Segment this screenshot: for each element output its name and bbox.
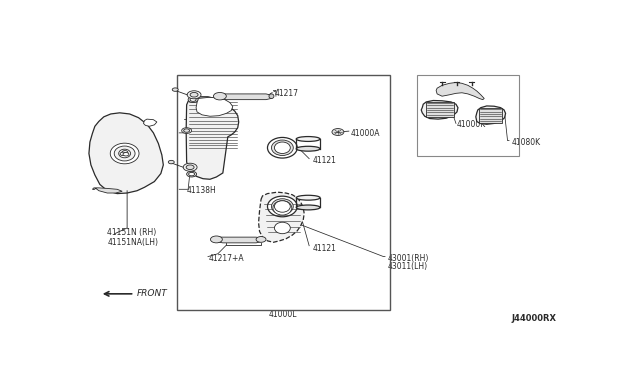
Bar — [177, 75, 390, 310]
Circle shape — [184, 129, 189, 132]
Ellipse shape — [259, 237, 264, 242]
Circle shape — [186, 165, 194, 170]
Polygon shape — [479, 108, 502, 122]
Ellipse shape — [296, 195, 320, 200]
Ellipse shape — [118, 149, 131, 158]
Polygon shape — [426, 102, 454, 117]
Bar — [417, 75, 519, 156]
Polygon shape — [259, 192, 304, 242]
Circle shape — [332, 129, 344, 135]
Text: 41217+A: 41217+A — [209, 254, 244, 263]
Text: 41121: 41121 — [312, 244, 336, 253]
Ellipse shape — [269, 94, 274, 99]
Ellipse shape — [296, 146, 320, 151]
Circle shape — [190, 98, 196, 101]
Ellipse shape — [296, 205, 320, 210]
Polygon shape — [436, 83, 484, 100]
Polygon shape — [92, 188, 122, 193]
Text: 41151N (RH): 41151N (RH) — [108, 228, 157, 237]
Circle shape — [182, 128, 191, 134]
Circle shape — [190, 93, 198, 97]
Ellipse shape — [271, 199, 293, 214]
Polygon shape — [143, 119, 157, 126]
Ellipse shape — [273, 201, 292, 215]
Text: 41138H: 41138H — [196, 116, 227, 125]
Ellipse shape — [275, 201, 291, 212]
Circle shape — [187, 91, 201, 99]
Text: 41000K: 41000K — [457, 121, 486, 129]
Circle shape — [187, 171, 196, 177]
Ellipse shape — [268, 137, 297, 158]
Ellipse shape — [296, 137, 320, 141]
Circle shape — [123, 153, 129, 156]
Text: 43001(RH): 43001(RH) — [388, 254, 429, 263]
Text: J44000RX: J44000RX — [511, 314, 557, 323]
Polygon shape — [421, 100, 458, 119]
Circle shape — [213, 93, 227, 100]
Text: 41217: 41217 — [275, 89, 299, 98]
Circle shape — [256, 237, 266, 242]
Text: 41000L: 41000L — [269, 310, 297, 319]
Polygon shape — [220, 94, 273, 100]
Polygon shape — [216, 237, 262, 243]
Text: 41138H: 41138H — [187, 186, 216, 195]
Circle shape — [211, 236, 222, 243]
Text: 41151NA(LH): 41151NA(LH) — [108, 238, 158, 247]
Circle shape — [189, 172, 195, 176]
Text: 41080K: 41080K — [511, 138, 541, 147]
Text: 41121: 41121 — [312, 156, 336, 165]
Ellipse shape — [275, 222, 291, 234]
Polygon shape — [196, 97, 233, 116]
Ellipse shape — [268, 196, 297, 217]
Polygon shape — [89, 113, 163, 193]
Circle shape — [183, 163, 197, 171]
Circle shape — [122, 151, 128, 154]
Ellipse shape — [275, 142, 291, 154]
Text: FRONT: FRONT — [137, 289, 168, 298]
Polygon shape — [186, 97, 239, 179]
Text: 41000A: 41000A — [350, 129, 380, 138]
Ellipse shape — [271, 140, 293, 155]
Text: 41128: 41128 — [196, 130, 220, 140]
Ellipse shape — [114, 146, 135, 161]
Text: 43011(LH): 43011(LH) — [388, 262, 428, 271]
Circle shape — [168, 160, 174, 164]
Circle shape — [188, 97, 198, 103]
Circle shape — [120, 152, 126, 155]
Circle shape — [172, 88, 178, 92]
Ellipse shape — [110, 143, 139, 164]
Polygon shape — [476, 106, 506, 124]
